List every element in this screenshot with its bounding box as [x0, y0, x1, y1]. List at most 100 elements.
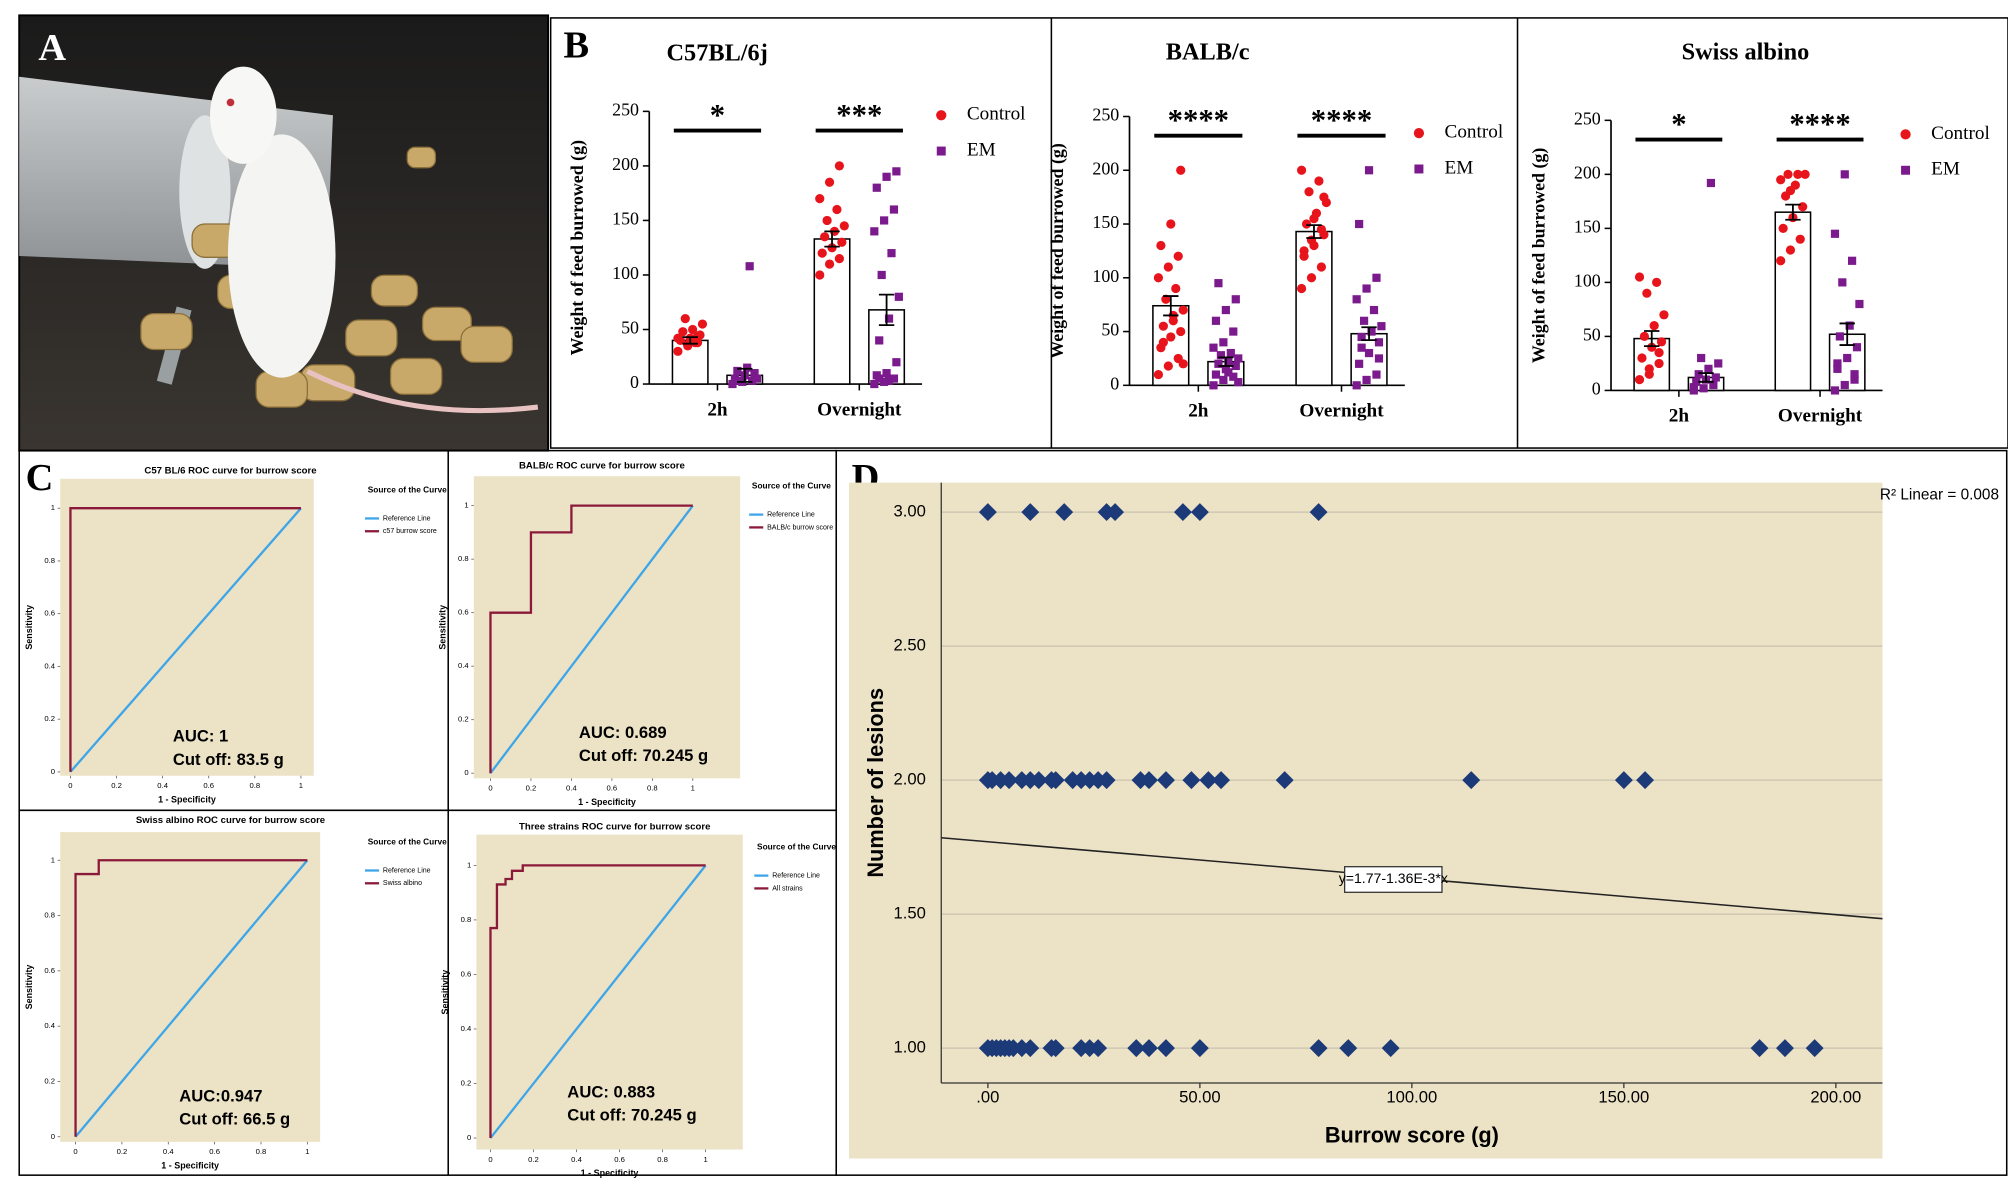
legend-label: Reference Line [772, 872, 820, 879]
data-point [1850, 370, 1859, 379]
data-point [692, 331, 703, 341]
data-point [1309, 214, 1319, 224]
data-point [1364, 166, 1374, 175]
data-point [1275, 771, 1294, 790]
y-tick-label: 200 [612, 154, 639, 174]
auc-label: AUC:0.947 [179, 1086, 262, 1105]
legend-label: EM [1445, 157, 1474, 178]
data-point [1296, 283, 1307, 294]
data-point [1000, 771, 1019, 790]
y-axis-label: Weight of feed burrowed (g) [567, 140, 588, 356]
data-point [1805, 1039, 1824, 1058]
chart-title: BALB/c [1166, 38, 1250, 65]
x-axis-label: 1 - Specificity [158, 794, 216, 804]
y-tick-label: 100 [1092, 266, 1119, 286]
data-point [880, 377, 889, 386]
data-point [1689, 383, 1698, 392]
x-tick-label: 0 [73, 1147, 77, 1156]
data-point [834, 254, 845, 264]
data-point [1097, 771, 1116, 790]
data-point [1850, 375, 1859, 384]
data-point [1362, 284, 1371, 293]
y-axis-label: Sensitivity [24, 605, 34, 650]
data-point [1637, 353, 1647, 363]
bar [1774, 211, 1812, 392]
data-point [1158, 321, 1168, 331]
roc-chart: Swiss albino ROC curve for burrow score 0… [24, 815, 447, 1170]
data-point [1219, 338, 1228, 347]
data-point [1830, 229, 1840, 238]
y-tick-label: 100 [612, 263, 639, 283]
y-tick-label: 1.50 [894, 904, 926, 923]
curve [489, 504, 694, 774]
x-tick-label: 200.00 [1810, 1088, 1861, 1107]
data-point [728, 379, 737, 389]
y-axis-label: Sensitivity [440, 970, 450, 1015]
data-point [1352, 381, 1361, 390]
y-tick-label: 0.8 [44, 556, 55, 565]
data-point [1369, 305, 1379, 315]
data-point [1140, 1039, 1158, 1058]
data-point [1783, 169, 1793, 179]
data-point [1229, 327, 1238, 336]
y-tick-label: 0.4 [461, 1024, 472, 1033]
legend-label: c57 burrow score [383, 528, 437, 535]
data-point [1214, 279, 1223, 288]
plot-background [476, 834, 743, 1150]
cutoff-label: Cut off: 83.5 g [173, 750, 284, 769]
data-point [875, 336, 884, 345]
data-point [1833, 364, 1842, 373]
data-point [1704, 364, 1713, 373]
data-point [1833, 359, 1842, 368]
data-point [1021, 1039, 1040, 1058]
data-point [1190, 503, 1209, 522]
data-point [1046, 1039, 1065, 1058]
error-bar [682, 336, 698, 345]
data-point [1374, 338, 1384, 347]
curve [74, 859, 309, 1138]
error-bar [1644, 330, 1660, 348]
x-tick-label: 0.2 [528, 1155, 539, 1164]
data-point [1299, 246, 1309, 256]
y-tick-label: 1 [464, 501, 468, 510]
data-point [1377, 322, 1386, 331]
x-tick-label: .00 [976, 1088, 999, 1107]
data-point [1211, 370, 1221, 379]
x-tick-label: 0.2 [117, 1147, 128, 1156]
data-point [1306, 273, 1317, 283]
y-tick-label: 50 [1583, 325, 1601, 345]
error-bar [1785, 203, 1801, 221]
data-point [889, 374, 899, 383]
legend-marker [1413, 128, 1425, 139]
data-point [1216, 351, 1226, 360]
data-point [1352, 295, 1361, 304]
data-point [680, 313, 690, 324]
curve [69, 507, 301, 772]
data-point [1852, 343, 1862, 352]
panel-frames [18, 17, 2008, 1176]
y-tick-label: 2.50 [894, 635, 926, 654]
data-point [730, 374, 740, 383]
data-point [1654, 348, 1664, 358]
data-point [875, 374, 884, 383]
x-tick-label: 0.4 [566, 784, 577, 793]
x-tick-label: 0.6 [203, 781, 214, 790]
data-point [1339, 1039, 1358, 1058]
data-point [1221, 305, 1230, 315]
data-point [1357, 343, 1366, 352]
data-point [1226, 348, 1235, 358]
x-tick-label: Overnight [1778, 406, 1863, 427]
error-bar [1839, 322, 1855, 346]
x-tick-label: 0.4 [163, 1147, 174, 1156]
legend-title: Source of the Curve [368, 837, 447, 847]
data-point [1355, 359, 1364, 368]
data-point [882, 172, 891, 181]
data-point [1706, 178, 1716, 188]
curve [74, 859, 308, 1137]
data-point [1372, 370, 1381, 379]
significance-label: *** [836, 98, 882, 132]
legend-label: BALB/c burrow score [767, 524, 833, 531]
plot-background [849, 482, 1883, 1159]
x-tick-label: 0 [68, 781, 72, 790]
data-point [1840, 380, 1849, 390]
